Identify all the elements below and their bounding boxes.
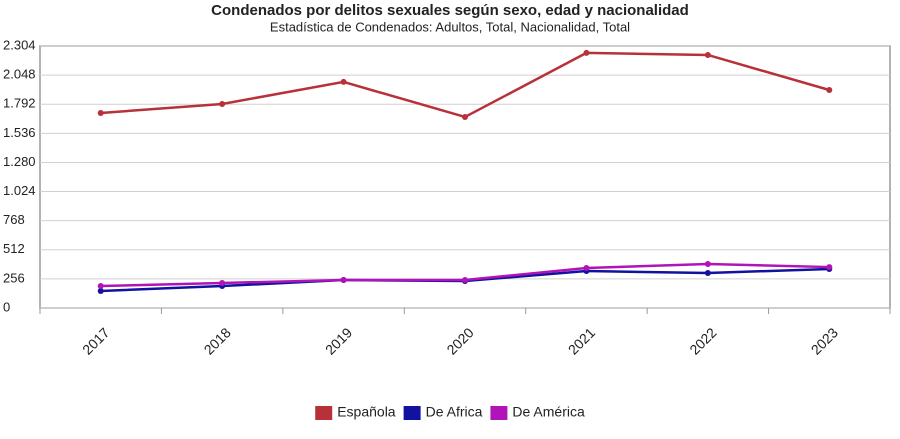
y-tick-label: 2.048 <box>3 67 36 82</box>
series-line <box>100 51 830 119</box>
data-point <box>462 113 468 120</box>
legend-label: De Africa <box>426 404 483 420</box>
x-tick-label: 2018 <box>201 324 234 357</box>
y-tick-label: 1.536 <box>3 125 36 140</box>
data-point <box>97 109 104 116</box>
x-tick-label: 2023 <box>808 324 841 357</box>
legend-label: Española <box>337 404 396 420</box>
chart-subtitle: Estadística de Condenados: Adultos, Tota… <box>270 19 630 34</box>
y-tick-label: 0 <box>3 299 10 314</box>
y-tick-label: 1.792 <box>3 96 36 111</box>
data-point <box>219 100 226 107</box>
y-tick-label: 1.024 <box>3 183 36 198</box>
y-tick-label: 1.280 <box>3 154 36 169</box>
legend-swatch <box>403 406 421 420</box>
data-point <box>826 264 833 271</box>
data-point <box>583 264 590 271</box>
x-tick-label: 2017 <box>79 324 112 357</box>
data-point <box>219 279 226 286</box>
data-point <box>97 283 104 290</box>
legend-label: De América <box>512 404 585 420</box>
legend-swatch <box>315 406 333 420</box>
data-point <box>583 49 590 56</box>
data-point <box>704 260 711 267</box>
data-point <box>704 51 711 58</box>
x-tick-label: 2022 <box>686 324 719 357</box>
y-tick-label: 256 <box>3 270 25 285</box>
data-point <box>704 269 711 276</box>
y-tick-label: 768 <box>3 212 25 227</box>
x-tick-label: 2020 <box>443 324 476 357</box>
data-point <box>97 287 104 294</box>
x-tick-label: 2019 <box>322 324 355 357</box>
x-tick-label: 2021 <box>565 324 598 357</box>
chart-title: Condenados por delitos sexuales según se… <box>211 2 689 19</box>
data-point <box>826 87 833 94</box>
y-tick-label: 2.304 <box>3 37 36 52</box>
data-point <box>462 277 468 284</box>
plot-frame <box>39 45 891 309</box>
data-point <box>340 78 347 85</box>
legend-swatch <box>490 406 508 420</box>
data-point <box>340 277 347 284</box>
y-tick-label: 512 <box>3 241 25 256</box>
